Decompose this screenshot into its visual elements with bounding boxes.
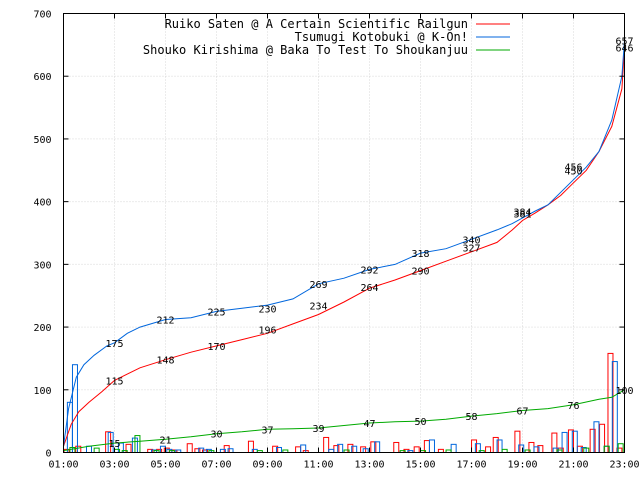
x-tick-label: 15:00 (405, 460, 435, 471)
legend: Ruiko Saten @ A Certain Scientific Railg… (143, 17, 510, 57)
x-tick-label: 23:00 (609, 460, 639, 471)
lines-layer (63, 40, 625, 452)
data-label-series-3: 58 (465, 412, 477, 423)
data-label-series-1: 115 (105, 376, 123, 387)
y-tick-label: 700 (33, 10, 51, 21)
data-label-series-2: 340 (462, 235, 480, 246)
data-label-series-2: 318 (411, 249, 429, 260)
y-tick-label: 300 (33, 260, 51, 271)
data-label-series-3: 15 (108, 439, 120, 450)
y-tick-label: 0 (45, 449, 51, 460)
data-label-series-2: 212 (156, 316, 174, 327)
data-label-series-3: 50 (414, 417, 426, 428)
data-label-series-1: 196 (258, 326, 276, 337)
data-label-series-1: 170 (207, 342, 225, 353)
x-tick-label: 05:00 (150, 460, 180, 471)
legend-label-series-2: Tsumugi Kotobuki @ K-On! (295, 30, 468, 44)
data-label-series-2: 269 (309, 280, 327, 291)
y-tick-label: 500 (33, 135, 51, 146)
x-tick-label: 09:00 (252, 460, 282, 471)
legend-label-series-1: Ruiko Saten @ A Certain Scientific Railg… (165, 17, 468, 31)
legend-label-series-3: Shouko Kirishima @ Baka To Test To Shouk… (143, 43, 468, 57)
y-tick-label: 100 (33, 386, 51, 397)
data-label-series-2: 292 (360, 265, 378, 276)
data-label-series-1: 148 (156, 356, 174, 367)
line-series-3 (63, 389, 625, 452)
data-label-series-1: 646 (615, 43, 633, 54)
x-tick-label: 19:00 (507, 460, 537, 471)
data-label-series-2: 230 (258, 304, 276, 315)
x-tick-label: 21:00 (558, 460, 588, 471)
axes: 0 100 200 300 400 500 600 700 01:00 03:00 05:00 07:… (33, 10, 639, 471)
data-label-series-3: 21 (159, 435, 171, 446)
x-tick-label: 03:00 (99, 460, 129, 471)
data-labels-layer: 1151481701962342642903273844506461752122… (105, 36, 633, 450)
data-label-series-3: 67 (516, 406, 528, 417)
y-tick-label: 200 (33, 323, 51, 334)
x-tick-label: 11:00 (303, 460, 333, 471)
data-label-series-3: 100 (615, 386, 633, 397)
data-label-series-3: 76 (567, 401, 579, 412)
data-label-series-1: 450 (564, 166, 582, 177)
plot-frame (63, 13, 625, 453)
data-label-series-2: 456 (564, 163, 582, 174)
data-label-series-1: 327 (462, 243, 480, 254)
x-tick-label: 01:00 (48, 460, 78, 471)
data-label-series-2: 175 (105, 339, 123, 350)
data-label-series-2: 381 (513, 210, 531, 221)
data-label-series-3: 30 (210, 430, 222, 441)
grid (63, 13, 625, 453)
data-label-series-3: 37 (261, 425, 273, 436)
data-label-series-1: 264 (360, 283, 378, 294)
data-label-series-2: 657 (615, 36, 633, 47)
x-tick-label: 13:00 (354, 460, 384, 471)
data-label-series-2: 225 (207, 307, 225, 318)
x-tick-label: 17:00 (456, 460, 486, 471)
data-label-series-1: 234 (309, 302, 327, 313)
y-tick-label: 600 (33, 72, 51, 83)
x-tick-label: 07:00 (201, 460, 231, 471)
data-label-series-3: 39 (312, 424, 324, 435)
line-series-2 (63, 40, 625, 447)
data-label-series-1: 384 (513, 208, 531, 219)
data-label-series-1: 290 (411, 267, 429, 278)
line-series-1 (63, 47, 625, 447)
data-label-series-3: 47 (363, 419, 375, 430)
y-tick-label: 400 (33, 198, 51, 209)
